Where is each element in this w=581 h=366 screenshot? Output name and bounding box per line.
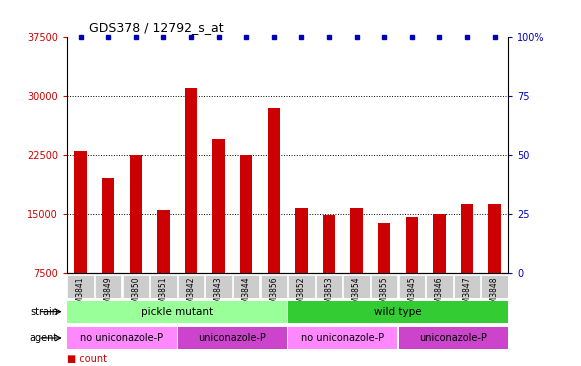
Bar: [461, 205, 473, 273]
Bar: [185, 88, 197, 273]
Text: GSM3849: GSM3849: [104, 276, 113, 313]
Bar: [260, 275, 287, 298]
Text: GDS378 / 12792_s_at: GDS378 / 12792_s_at: [89, 21, 224, 34]
Text: uniconazole-P: uniconazole-P: [419, 333, 487, 343]
Bar: [288, 275, 315, 298]
Bar: [95, 275, 121, 298]
Text: ■ count: ■ count: [67, 354, 107, 364]
Text: GSM3850: GSM3850: [131, 276, 140, 313]
Text: GSM3846: GSM3846: [435, 276, 444, 313]
Text: uniconazole-P: uniconazole-P: [199, 333, 266, 343]
Bar: [481, 275, 508, 298]
Text: GSM3844: GSM3844: [242, 276, 250, 313]
Text: GSM3851: GSM3851: [159, 276, 168, 313]
Bar: [130, 155, 142, 273]
Text: GSM3843: GSM3843: [214, 276, 223, 313]
Bar: [240, 155, 252, 273]
Text: GSM3847: GSM3847: [462, 276, 471, 313]
Bar: [74, 151, 87, 273]
Bar: [489, 205, 501, 273]
Text: GSM3848: GSM3848: [490, 276, 499, 313]
Bar: [343, 275, 370, 298]
Bar: [288, 327, 397, 349]
Bar: [399, 275, 425, 298]
Text: GSM3853: GSM3853: [325, 276, 333, 313]
Bar: [406, 217, 418, 273]
Bar: [150, 275, 177, 298]
Bar: [426, 275, 453, 298]
Bar: [378, 223, 390, 273]
Text: GSM3852: GSM3852: [297, 276, 306, 313]
Bar: [123, 275, 149, 298]
Bar: [178, 275, 205, 298]
Bar: [315, 275, 342, 298]
Text: GSM3855: GSM3855: [380, 276, 389, 313]
Text: wild type: wild type: [374, 307, 422, 317]
Text: GSM3842: GSM3842: [187, 276, 195, 313]
Bar: [288, 300, 508, 323]
Bar: [295, 208, 307, 273]
Bar: [157, 210, 170, 273]
Text: GSM3856: GSM3856: [270, 276, 278, 313]
Text: agent: agent: [30, 333, 58, 343]
Text: GSM3854: GSM3854: [352, 276, 361, 313]
Bar: [67, 300, 287, 323]
Bar: [454, 275, 480, 298]
Bar: [233, 275, 260, 298]
Bar: [67, 275, 94, 298]
Text: no uniconazole-P: no uniconazole-P: [301, 333, 385, 343]
Bar: [213, 139, 225, 273]
Text: strain: strain: [30, 307, 58, 317]
Bar: [323, 215, 335, 273]
Text: pickle mutant: pickle mutant: [141, 307, 213, 317]
Bar: [205, 275, 232, 298]
Bar: [67, 327, 177, 349]
Bar: [433, 214, 446, 273]
Bar: [178, 327, 287, 349]
Bar: [350, 208, 363, 273]
Bar: [399, 327, 508, 349]
Bar: [371, 275, 397, 298]
Bar: [268, 108, 280, 273]
Text: no uniconazole-P: no uniconazole-P: [80, 333, 164, 343]
Bar: [102, 179, 114, 273]
Text: GSM3845: GSM3845: [407, 276, 416, 313]
Text: GSM3841: GSM3841: [76, 276, 85, 313]
